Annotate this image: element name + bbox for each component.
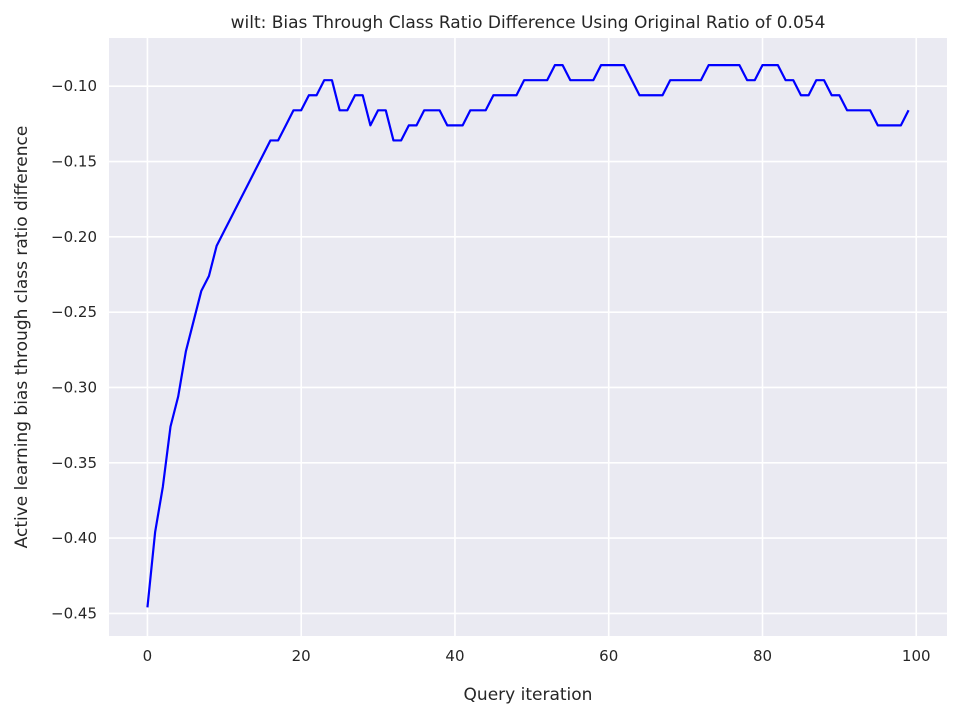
- y-tick-label: −0.15: [51, 153, 97, 171]
- x-tick-label: 0: [143, 647, 153, 665]
- y-tick-label: −0.10: [51, 77, 97, 95]
- x-tick-label: 40: [445, 647, 464, 665]
- x-tick-label: 60: [599, 647, 618, 665]
- y-tick-label: −0.35: [51, 454, 97, 472]
- x-axis-label: Query iteration: [464, 685, 593, 705]
- chart-title: wilt: Bias Through Class Ratio Differenc…: [231, 13, 826, 33]
- tick-labels: 0 20 40 60 80 100 −0.45 −0.40 −0.35 −0.30 −0.25 −0.…: [51, 77, 931, 665]
- y-tick-label: −0.25: [51, 303, 97, 321]
- plot-background: [109, 38, 947, 636]
- y-tick-label: −0.20: [51, 228, 97, 246]
- series-line: [146, 64, 910, 608]
- grid-lines: [109, 38, 947, 636]
- x-tick-label: 20: [292, 647, 311, 665]
- y-tick-label: −0.45: [51, 604, 97, 622]
- x-tick-label: 100: [902, 647, 931, 665]
- y-tick-label: −0.30: [51, 378, 97, 396]
- y-tick-label: −0.40: [51, 529, 97, 547]
- x-tick-label: 80: [753, 647, 772, 665]
- y-axis-label: Active learning bias through class ratio…: [12, 126, 32, 549]
